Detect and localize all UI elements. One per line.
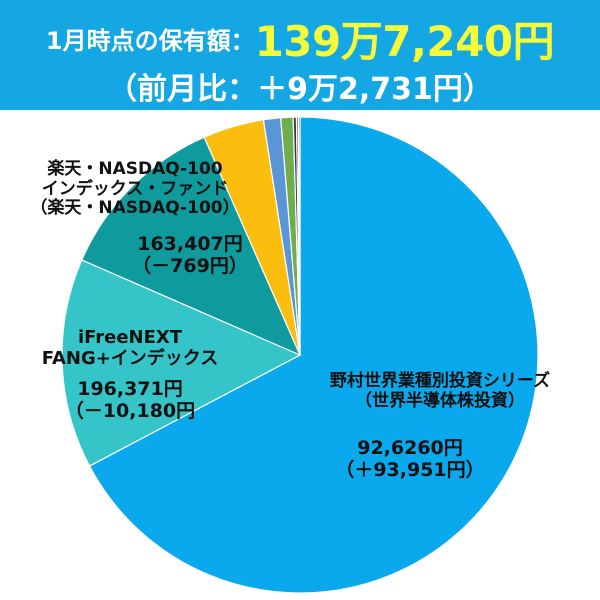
label-nasdaq-change: （－769円） [132, 254, 248, 277]
header-change: （前月比：＋9万2,731円） [107, 72, 493, 107]
label-nasdaq-values: 163,407円 （－769円） [110, 233, 270, 278]
label-nasdaq-line2: インデックス・ファンド [41, 178, 229, 199]
pie-slice [81, 136, 302, 357]
label-fang-line1: iFreeNEXT [77, 327, 183, 348]
label-fang-value: 196,371円 [77, 378, 183, 401]
header-label: 1月時点の保有額： [45, 27, 255, 55]
label-semi-change: （＋93,951円） [335, 458, 485, 481]
header-banner: 1月時点の保有額：139万7,240円 （前月比：＋9万2,731円） [0, 0, 600, 110]
header-total-line: 1月時点の保有額：139万7,240円 [0, 8, 600, 69]
label-semi-value: 92,6260円 [357, 437, 463, 459]
pie-slice [297, 116, 301, 356]
label-nasdaq-line1: 楽天・NASDAQ-100 [47, 159, 223, 179]
label-nasdaq-line3: （楽天・NASDAQ-100） [30, 198, 240, 219]
pie-slice [61, 259, 302, 467]
label-fang: iFreeNEXT FANG+インデックス 196,371円 （－10,180円 [30, 327, 230, 423]
label-semi-line2: （世界半導体株投資） [355, 390, 525, 411]
label-semiconductor: 野村世界業種別投資シリーズ （世界半導体株投資） [310, 371, 570, 411]
pie-slice [88, 116, 539, 594]
label-nasdaq-value: 163,407円 [137, 233, 243, 255]
label-semi-line1: 野村世界業種別投資シリーズ [329, 371, 551, 391]
label-fang-change: （－10,180円 [64, 400, 196, 423]
label-nasdaq: 楽天・NASDAQ-100 インデックス・ファンド （楽天・NASDAQ-100… [10, 159, 260, 219]
label-fang-line2: FANG+インデックス [41, 347, 219, 369]
label-semiconductor-values: 92,6260円 （＋93,951円） [330, 437, 490, 482]
header-total: 139万7,240円 [254, 17, 555, 66]
